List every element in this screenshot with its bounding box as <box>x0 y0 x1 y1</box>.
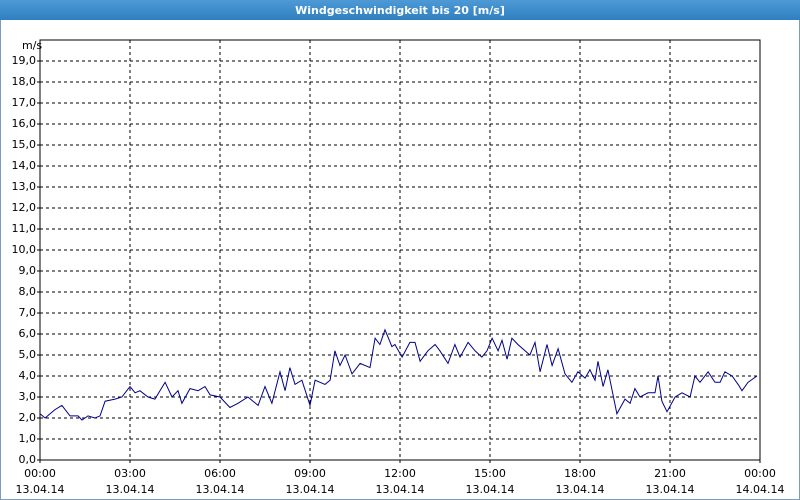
x-tick-date: 13.04.14 <box>16 483 65 496</box>
x-tick-date: 14.04.14 <box>736 483 785 496</box>
x-tick-date: 13.04.14 <box>646 483 695 496</box>
y-tick-label: 10,0 <box>12 243 37 256</box>
x-tick-date: 13.04.14 <box>466 483 515 496</box>
y-tick-label: 2,0 <box>19 411 37 424</box>
title-bar <box>0 0 800 20</box>
y-tick-label: 3,0 <box>19 390 37 403</box>
x-tick-label: 21:00 <box>654 467 686 480</box>
y-tick-label: 1,0 <box>19 432 37 445</box>
data-line <box>39 328 758 421</box>
x-tick-label: 09:00 <box>294 467 326 480</box>
y-tick-label: 0,0 <box>19 453 37 466</box>
y-tick-label: 12,0 <box>12 201 37 214</box>
y-tick-label: 11,0 <box>12 222 37 235</box>
y-tick-label: 16,0 <box>12 117 37 130</box>
y-tick-label: 15,0 <box>12 138 37 151</box>
x-tick-label: 00:00 <box>744 467 776 480</box>
y-axis-label: m/s <box>22 39 42 52</box>
y-tick-label: 19,0 <box>12 54 37 67</box>
chart-title: Windgeschwindigkeit bis 20 [m/s] <box>295 4 505 17</box>
plot-border <box>39 39 761 461</box>
x-tick-label: 03:00 <box>114 467 146 480</box>
y-tick-label: 7,0 <box>19 306 37 319</box>
y-tick-label: 5,0 <box>19 348 37 361</box>
y-tick-label: 4,0 <box>19 369 37 382</box>
y-tick-label: 17,0 <box>12 96 37 109</box>
x-tick-label: 18:00 <box>564 467 596 480</box>
y-tick-label: 14,0 <box>12 159 37 172</box>
x-tick-label: 06:00 <box>204 467 236 480</box>
y-tick-label: 6,0 <box>19 327 37 340</box>
x-tick-date: 13.04.14 <box>376 483 425 496</box>
x-tick-date: 13.04.14 <box>106 483 155 496</box>
y-tick-label: 8,0 <box>19 285 37 298</box>
y-tick-label: 9,0 <box>19 264 37 277</box>
x-tick-label: 15:00 <box>474 467 506 480</box>
x-tick-label: 12:00 <box>384 467 416 480</box>
x-tick-date: 13.04.14 <box>286 483 335 496</box>
x-tick-label: 00:00 <box>24 467 56 480</box>
y-tick-label: 18,0 <box>12 75 37 88</box>
x-tick-date: 13.04.14 <box>196 483 245 496</box>
y-tick-label: 13,0 <box>12 180 37 193</box>
x-tick-date: 13.04.14 <box>556 483 605 496</box>
